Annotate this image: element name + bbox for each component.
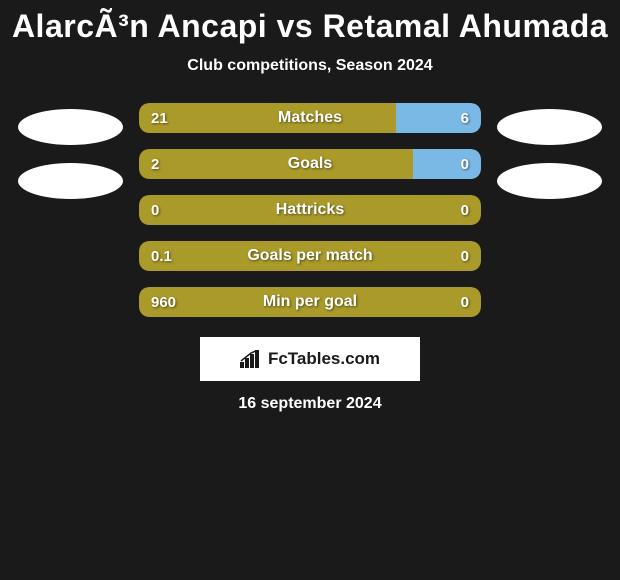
stat-bar-left [139, 103, 396, 133]
player-shadow-right [497, 109, 602, 145]
stat-bar-left [139, 195, 481, 225]
stat-value-right: 0 [461, 287, 469, 317]
stat-bar-left [139, 149, 413, 179]
stats-area: 216Matches20Goals00Hattricks0.10Goals pe… [0, 103, 620, 317]
stat-value-left: 2 [151, 149, 159, 179]
page-title: AlarcÃ³n Ancapi vs Retamal Ahumada [0, 8, 620, 45]
stat-bar-left [139, 287, 481, 317]
stat-row: 0.10Goals per match [139, 241, 481, 271]
stat-value-left: 21 [151, 103, 168, 133]
logo-text: FcTables.com [268, 349, 380, 369]
comparison-card: AlarcÃ³n Ancapi vs Retamal Ahumada Club … [0, 0, 620, 413]
stat-bars: 216Matches20Goals00Hattricks0.10Goals pe… [139, 103, 481, 317]
stat-value-right: 0 [461, 241, 469, 271]
stat-row: 9600Min per goal [139, 287, 481, 317]
stat-row: 216Matches [139, 103, 481, 133]
stat-value-left: 0 [151, 195, 159, 225]
stat-value-left: 960 [151, 287, 176, 317]
left-ellipse-column [18, 103, 123, 199]
stat-value-right: 0 [461, 195, 469, 225]
fctables-icon [240, 350, 262, 368]
source-logo: FcTables.com [200, 337, 420, 381]
stat-bar-right [413, 149, 481, 179]
right-ellipse-column [497, 103, 602, 199]
date-label: 16 september 2024 [0, 395, 620, 413]
stat-value-right: 0 [461, 149, 469, 179]
stat-bar-left [139, 241, 481, 271]
player-shadow-left [18, 163, 123, 199]
player-shadow-right [497, 163, 602, 199]
subtitle: Club competitions, Season 2024 [0, 57, 620, 75]
stat-row: 20Goals [139, 149, 481, 179]
stat-value-left: 0.1 [151, 241, 172, 271]
stat-row: 00Hattricks [139, 195, 481, 225]
stat-value-right: 6 [461, 103, 469, 133]
player-shadow-left [18, 109, 123, 145]
